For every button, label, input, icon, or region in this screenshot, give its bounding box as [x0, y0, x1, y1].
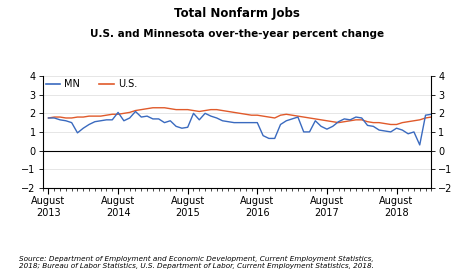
Text: Total Nonfarm Jobs: Total Nonfarm Jobs: [174, 7, 300, 20]
MN: [133, 110, 138, 113]
U.S.: [388, 123, 393, 126]
Line: MN: MN: [48, 112, 431, 145]
U.S.: [46, 116, 51, 120]
MN: [208, 115, 214, 118]
MN: [74, 131, 80, 134]
Text: U.S. and Minnesota over-the-year percent change: U.S. and Minnesota over-the-year percent…: [90, 29, 384, 39]
U.S.: [74, 115, 80, 119]
U.S.: [150, 106, 156, 109]
MN: [417, 143, 423, 147]
MN: [428, 113, 434, 116]
U.S.: [405, 120, 411, 123]
U.S.: [428, 115, 434, 119]
Text: Source: Department of Employment and Economic Development, Current Employment St: Source: Department of Employment and Eco…: [19, 256, 374, 269]
MN: [400, 128, 405, 132]
Legend: MN, U.S.: MN, U.S.: [46, 79, 137, 89]
MN: [46, 116, 51, 120]
MN: [226, 120, 231, 123]
U.S.: [226, 110, 231, 113]
U.S.: [208, 108, 214, 111]
U.S.: [341, 120, 347, 123]
MN: [341, 117, 347, 120]
MN: [92, 120, 98, 123]
Line: U.S.: U.S.: [48, 108, 431, 125]
U.S.: [92, 115, 98, 118]
